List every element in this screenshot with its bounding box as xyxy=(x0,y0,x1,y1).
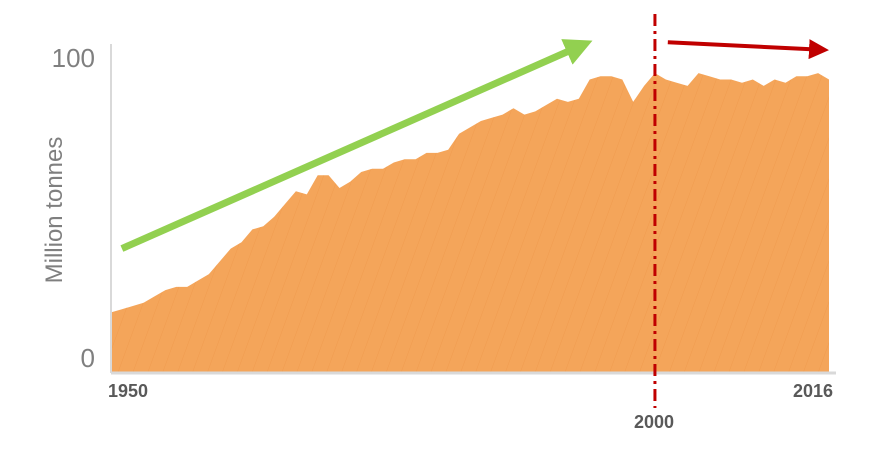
x-tick-label-1950: 1950 xyxy=(108,381,148,401)
x-tick-label-2000: 2000 xyxy=(634,412,674,432)
y-tick-label-max: 100 xyxy=(52,43,95,73)
area-series xyxy=(111,73,829,373)
plateau-trend-arrow xyxy=(667,39,829,60)
area-texture xyxy=(111,73,829,373)
y-tick-label-min: 0 xyxy=(81,343,95,373)
y-axis-label: Million tonnes xyxy=(41,137,68,284)
growth-trend-arrow xyxy=(120,39,593,252)
x-tick-label-2016: 2016 xyxy=(793,381,833,401)
